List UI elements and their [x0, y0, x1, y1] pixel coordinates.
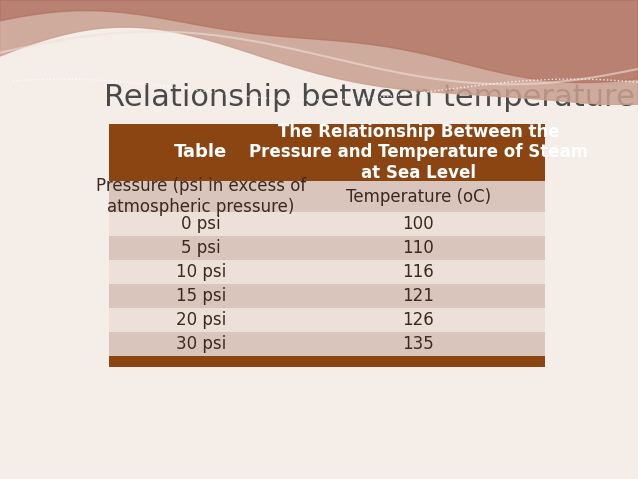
Text: 30 psi: 30 psi — [175, 335, 226, 353]
Bar — [292, 308, 544, 332]
Text: Temperature (oC): Temperature (oC) — [346, 188, 491, 205]
Text: 100: 100 — [403, 216, 434, 233]
Text: The Relationship Between the
Pressure and Temperature of Steam
at Sea Level: The Relationship Between the Pressure an… — [249, 123, 588, 182]
Bar — [292, 332, 544, 356]
Bar — [292, 261, 544, 285]
Bar — [292, 236, 544, 261]
Bar — [110, 236, 292, 261]
Text: 126: 126 — [403, 311, 434, 329]
Text: 121: 121 — [403, 287, 434, 305]
Bar — [110, 212, 292, 236]
Bar — [110, 356, 545, 367]
Text: Relationship between temperature & pressure:: Relationship between temperature & press… — [105, 83, 638, 112]
Bar — [292, 212, 544, 236]
Text: 10 psi: 10 psi — [175, 263, 226, 281]
Bar — [110, 332, 292, 356]
Bar — [110, 308, 292, 332]
Text: 0 psi: 0 psi — [181, 216, 221, 233]
Bar — [110, 181, 292, 212]
Bar — [110, 285, 292, 308]
Text: Pressure (psi in excess of
atmospheric pressure): Pressure (psi in excess of atmospheric p… — [96, 177, 306, 216]
Text: 20 psi: 20 psi — [175, 311, 226, 329]
Text: 15 psi: 15 psi — [175, 287, 226, 305]
Bar — [292, 124, 544, 181]
Text: 5 psi: 5 psi — [181, 240, 221, 257]
Text: 116: 116 — [403, 263, 434, 281]
Bar — [292, 285, 544, 308]
Bar — [110, 261, 292, 285]
Text: 110: 110 — [403, 240, 434, 257]
Bar — [292, 181, 544, 212]
Text: Table: Table — [174, 143, 227, 161]
Bar — [110, 124, 292, 181]
Text: 135: 135 — [403, 335, 434, 353]
